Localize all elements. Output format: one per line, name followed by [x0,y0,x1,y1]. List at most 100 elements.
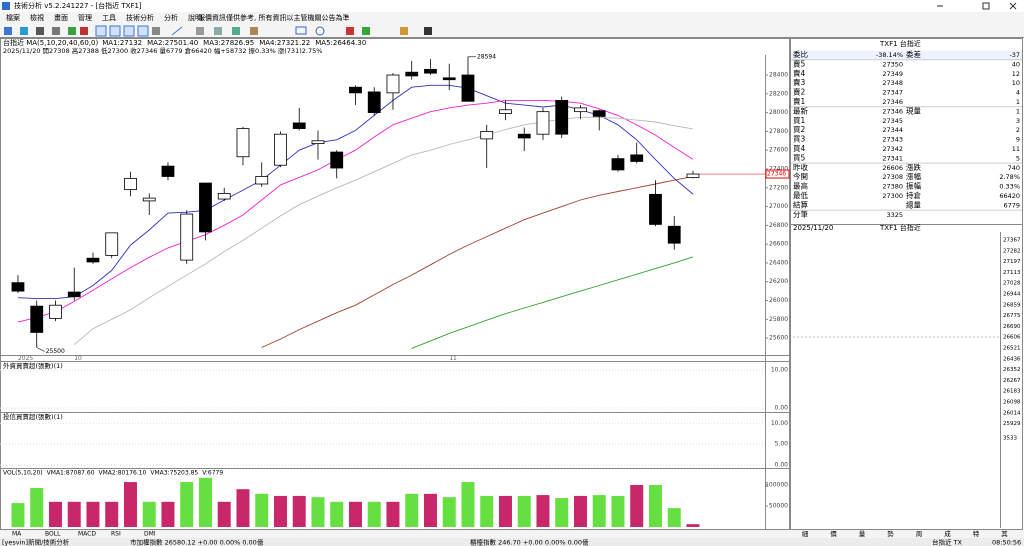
menu-item[interactable]: 分析 [164,13,178,22]
quote-tab[interactable]: 特 [973,529,980,538]
chart-title: VOL(5,10,20) [3,470,43,477]
menu-item[interactable]: 技術分析 [126,13,154,22]
quote-value: 740 [1008,164,1020,172]
quote-label: 賣3 [793,77,805,87]
tool-icon[interactable] [109,25,121,37]
tool-icon[interactable] [315,26,325,36]
chart-title: 台指近 MA(5,10,20,40,60,0) [3,38,98,47]
quote-value: 10 [1012,79,1020,87]
volume-bar [480,495,494,528]
volume-bar [348,501,362,528]
volume-bar [217,501,231,528]
tool-icon[interactable] [20,27,28,35]
menu-item[interactable]: 檢視 [30,13,44,22]
status-item: 08:50:56 [992,539,1021,546]
y-tick-label: 27600 [769,147,788,154]
tool-icon[interactable] [152,27,160,35]
candle-body [367,91,381,113]
tool-icon[interactable] [232,27,240,35]
indicator-tab[interactable]: RSI [111,531,121,538]
x-tick-label: 2025 [18,355,33,362]
tool-icon[interactable] [362,27,370,35]
tool-icon[interactable] [4,27,12,35]
volume-bar [592,495,606,528]
candle-body [311,140,325,145]
y-tick-label: 27800 [769,128,788,135]
quote-value: 66420 [999,192,1020,200]
mini-price-label: 26859 [1003,302,1021,308]
volume-bar [442,497,456,528]
quote-label: 買2 [793,125,805,134]
indicator-tab-bar [0,530,790,538]
candle-body [649,193,662,225]
tool-icon[interactable] [400,27,408,35]
indicator-tab[interactable]: DMI [144,531,156,538]
quote-value: 27350 [882,60,903,68]
maximize-button[interactable] [982,2,990,10]
tool-icon[interactable] [52,27,60,35]
mini-price-label: 27282 [1003,248,1021,254]
menu-item[interactable]: 檔案 [6,13,20,22]
candle-body [442,77,456,81]
menu-item[interactable]: 管理 [78,13,92,22]
quote-value: 27345 [882,117,903,125]
candle-body [536,111,550,135]
quote-label: 現量 [906,106,921,115]
indicator-tab[interactable]: MA [12,531,22,538]
tool-icon[interactable] [196,27,204,35]
quote-label: 買3 [793,135,805,144]
mini-price-label: 26775 [1003,313,1021,319]
menu-item[interactable]: 工具 [102,14,116,22]
legend-entry: MA5:26464.30 [315,39,366,47]
volume-bar [105,501,119,528]
quote-value: 1 [1016,98,1020,106]
candle-body [480,130,494,140]
quote-tab[interactable]: 量 [859,530,866,538]
legend-entry: MA4:27321.22 [259,39,310,47]
quote-tab[interactable]: 細 [802,529,809,538]
quote-tab[interactable]: 勢 [887,529,894,538]
last-price-label: 27346 [767,171,786,178]
quote-value: 6779 [1003,201,1020,209]
indicator-tab[interactable]: BOLL [45,531,61,538]
mini-price-label: 26436 [1003,356,1021,362]
tool-icon[interactable] [250,27,258,35]
quote-value: 3325 [886,211,903,219]
chart-title: 投信買賣超(張數)(1) [3,412,63,421]
quote-value: 27380 [882,183,903,191]
candle-body [236,128,250,158]
tool-icon[interactable] [346,27,354,35]
x-tick-label: 10 [74,355,82,362]
quote-label: 賣2 [793,87,805,97]
candle-body [461,74,475,102]
volume-bar [292,495,306,528]
y-tick-label: 0.00 [775,462,789,469]
y-tick-label: 5.00 [775,441,789,448]
tool-icon[interactable] [36,27,44,35]
close-button[interactable] [1009,2,1017,10]
tool-icon[interactable] [295,26,307,35]
menu-item[interactable]: 畫面 [54,13,68,22]
quote-tab[interactable]: 價 [830,529,837,538]
tool-icon[interactable] [123,25,135,37]
indicator-tab[interactable]: MACD [78,531,96,538]
tool-icon[interactable] [95,25,107,37]
candle-body [49,304,62,319]
quote-label: 最低 [793,190,808,200]
legend-entry: MA2:27501.40 [147,39,198,47]
tool-icon[interactable] [424,27,432,35]
quote-tab[interactable]: 成 [944,529,951,538]
menu-item[interactable]: 說明 [188,13,202,22]
quote-label: 今開 [793,171,808,181]
y-tick-label: 27400 [769,165,788,172]
y-tick-label: 25800 [769,316,788,323]
volume-bar [236,489,250,528]
tool-icon[interactable] [171,26,183,36]
quote-tab[interactable]: 其 [1001,530,1008,538]
tool-icon[interactable] [214,27,222,35]
tool-icon[interactable] [137,25,149,37]
tool-icon[interactable] [80,27,88,35]
quote-tab[interactable]: 周 [916,530,923,538]
tool-icon[interactable] [68,27,76,35]
